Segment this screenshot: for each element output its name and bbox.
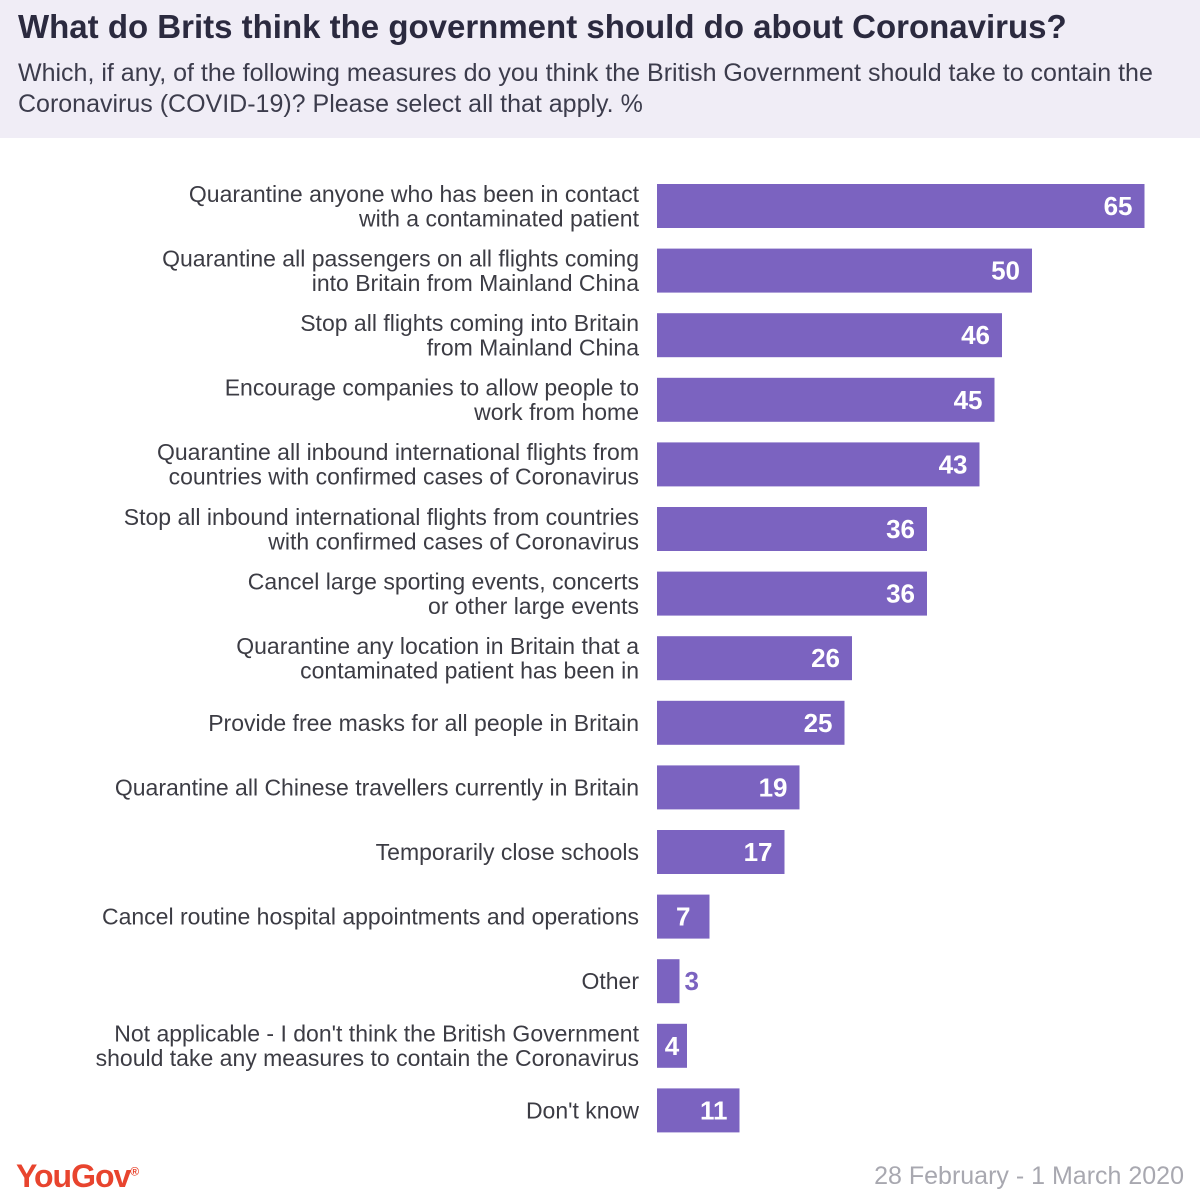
category-label-line: contaminated patient has been in [300,657,639,683]
chart-title: What do Brits think the government shoul… [18,8,1067,45]
value-label-14: 11 [700,1095,728,1125]
category-label-4: Quarantine all inbound international fli… [157,439,639,490]
category-label-11: Cancel routine hospital appointments and… [102,904,639,930]
category-label-line: Quarantine all inbound international fli… [157,439,639,465]
category-label-line: Not applicable - I don't think the Briti… [114,1021,639,1047]
category-label-13: Not applicable - I don't think the Briti… [96,1021,640,1072]
value-label-1: 50 [991,256,1020,286]
category-label-8: Provide free masks for all people in Bri… [208,710,639,736]
bar-14 [657,1088,740,1133]
value-label-11: 7 [676,902,690,932]
category-label-5: Stop all inbound international flights f… [124,504,639,555]
category-label-line: Quarantine all Chinese travellers curren… [115,774,639,800]
category-label-7: Quarantine any location in Britain that … [236,633,639,684]
category-label-12: Other [581,968,639,994]
category-label-line: Don't know [526,1097,639,1123]
category-label-9: Quarantine all Chinese travellers curren… [115,774,639,800]
category-label-0: Quarantine anyone who has been in contac… [189,181,640,232]
category-label-line: work from home [473,399,639,425]
category-label-line: Cancel routine hospital appointments and… [102,904,639,930]
bar-11 [657,894,710,939]
category-label-line: from Mainland China [427,334,639,360]
value-label-2: 46 [961,320,990,350]
bar-10 [657,830,785,874]
category-label-line: Cancel large sporting events, concerts [248,568,639,594]
value-label-4: 43 [939,449,968,479]
bar-2 [657,313,1002,358]
category-label-1: Quarantine all passengers on all flights… [162,245,639,296]
bar-3 [657,377,995,422]
category-label-line: Other [581,968,639,994]
bar-12 [657,959,680,1004]
category-label-line: or other large events [428,593,639,619]
bar-9 [657,765,800,810]
category-label-line: Stop all flights coming into Britain [300,310,639,336]
bar-4 [657,442,980,487]
category-label-line: should take any measures to contain the … [96,1045,639,1071]
bar-0 [657,184,1145,228]
value-label-8: 25 [804,708,833,738]
value-label-0: 65 [1104,191,1133,221]
category-label-line: countries with confirmed cases of Corona… [169,464,639,490]
value-label-7: 26 [811,643,840,673]
category-label-line: into Britain from Mainland China [312,270,639,296]
category-label-line: Quarantine anyone who has been in contac… [189,181,640,207]
value-label-9: 19 [759,772,788,802]
value-label-12: 3 [685,966,699,996]
bar-8 [657,700,845,745]
bar-5 [657,507,927,551]
category-label-3: Encourage companies to allow people to wo… [225,375,639,426]
category-label-line: with a contaminated patient [358,205,640,231]
fieldwork-date: 28 February - 1 March 2020 [874,1162,1184,1190]
bar-7 [657,636,852,681]
category-label-2: Stop all flights coming into Britain from… [300,310,639,361]
value-label-5: 36 [886,514,915,544]
logo-registered-mark: ® [130,1164,139,1179]
category-label-line: with confirmed cases of Coronavirus [267,528,639,554]
yougov-logo: YouGov® [16,1158,139,1195]
header-band: What do Brits think the government shoul… [0,0,1200,138]
category-label-6: Cancel large sporting events, concerts or… [248,568,639,619]
category-label-14: Don't know [526,1097,639,1123]
category-label-10: Temporarily close schools [376,839,639,865]
chart-subtitle: Which, if any, of the following measures… [18,59,1153,118]
category-label-line: Quarantine all passengers on all flights… [162,245,639,271]
value-label-3: 45 [954,385,983,415]
bar-1 [657,248,1032,293]
category-label-line: Encourage companies to allow people to [225,375,639,401]
bar-6 [657,571,927,616]
value-label-6: 36 [886,579,915,609]
value-label-13: 4 [665,1031,680,1061]
value-label-10: 17 [744,837,773,867]
category-label-line: Provide free masks for all people in Bri… [208,710,639,736]
category-label-line: Temporarily close schools [376,839,639,865]
category-label-line: Stop all inbound international flights f… [124,504,639,530]
bar-13 [657,1023,687,1068]
logo-text: YouGov [16,1158,131,1194]
category-label-line: Quarantine any location in Britain that … [236,633,639,659]
